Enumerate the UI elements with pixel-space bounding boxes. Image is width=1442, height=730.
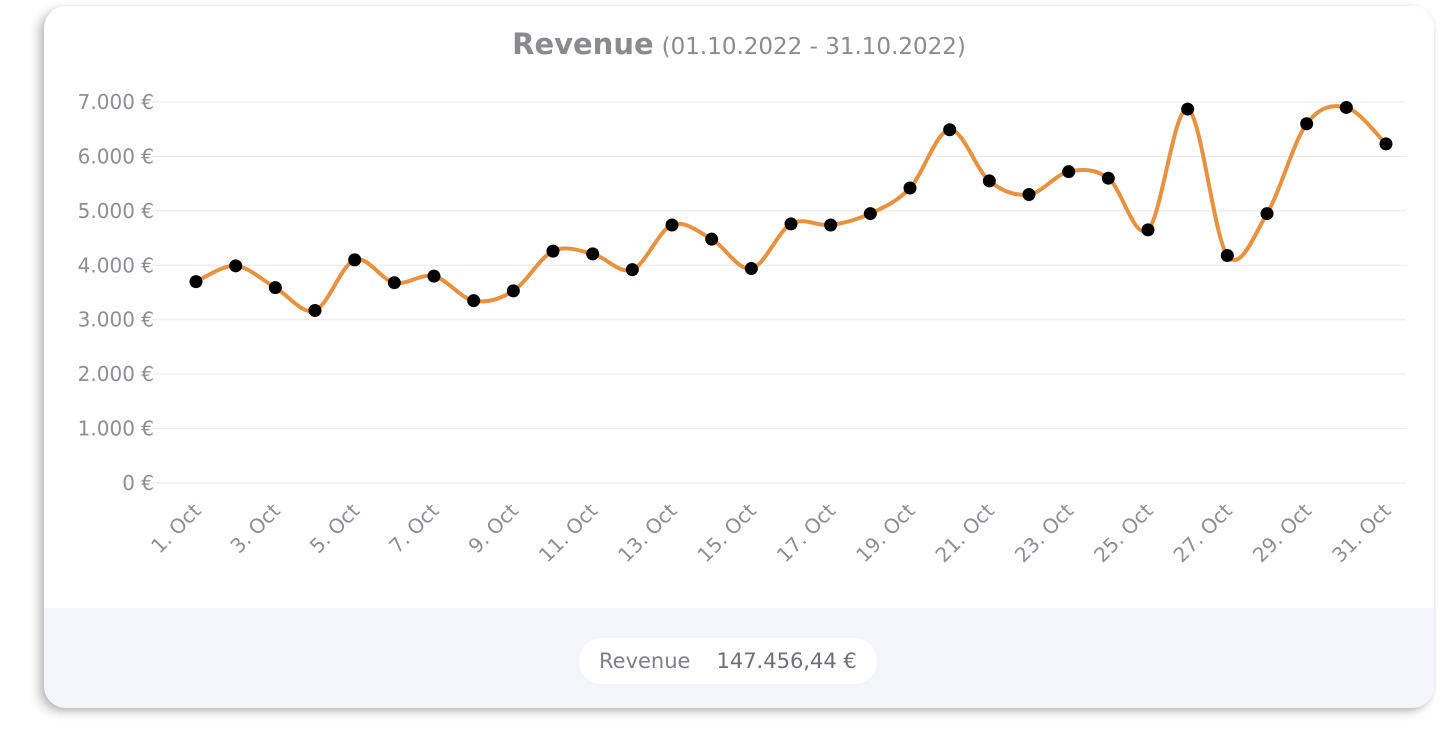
x-tick-label: 27. Oct — [1168, 498, 1237, 567]
data-point — [427, 269, 441, 283]
data-point — [1101, 171, 1115, 185]
data-point — [229, 259, 243, 273]
revenue-series-line — [194, 104, 1388, 314]
data-point — [824, 218, 838, 232]
x-tick-label: 21. Oct — [930, 498, 999, 567]
x-tick-label: 25. Oct — [1089, 498, 1158, 567]
data-point — [387, 276, 401, 290]
data-point — [189, 275, 203, 289]
x-tick-label: 7. Oct — [384, 498, 444, 558]
data-point — [744, 262, 758, 276]
y-tick-label: 3.000 € — [78, 308, 154, 332]
data-point — [1260, 207, 1274, 221]
x-tick-label: 11. Oct — [534, 498, 603, 567]
data-point — [1181, 102, 1195, 116]
data-point — [1300, 117, 1314, 131]
data-point — [586, 247, 600, 261]
data-point — [863, 207, 877, 221]
x-tick-label: 1. Oct — [146, 498, 206, 558]
data-point — [982, 174, 996, 188]
data-point — [665, 218, 679, 232]
data-point — [1141, 223, 1155, 237]
data-point — [308, 303, 322, 317]
x-tick-label: 17. Oct — [772, 498, 841, 567]
chart-title: Revenue (01.10.2022 - 31.10.2022) — [512, 27, 966, 61]
data-point — [1339, 100, 1353, 114]
y-tick-label: 0 € — [122, 471, 154, 495]
chart-title-subtitle: (01.10.2022 - 31.10.2022) — [662, 34, 966, 60]
data-point — [625, 263, 639, 277]
data-point — [943, 123, 957, 137]
y-tick-label: 4.000 € — [78, 253, 154, 277]
data-point — [903, 181, 917, 195]
revenue-total-value: 147.456,44 € — [716, 649, 857, 673]
data-point — [784, 217, 798, 231]
data-point — [1062, 165, 1076, 179]
data-point — [1022, 188, 1036, 202]
x-tick-label: 23. Oct — [1010, 498, 1079, 567]
y-tick-label: 7.000 € — [78, 90, 154, 114]
data-point — [268, 281, 282, 295]
data-point — [506, 284, 520, 298]
data-point — [705, 232, 719, 246]
data-point — [467, 294, 481, 308]
x-tick-label: 15. Oct — [692, 498, 761, 567]
x-tick-label: 31. Oct — [1327, 498, 1396, 567]
data-point — [1220, 248, 1234, 262]
data-point — [348, 253, 362, 267]
x-tick-label: 19. Oct — [851, 498, 920, 567]
x-tick-label: 29. Oct — [1248, 498, 1317, 567]
revenue-card: Revenue (01.10.2022 - 31.10.2022) 0 € 1.000… — [44, 6, 1434, 708]
data-point — [546, 244, 560, 258]
y-tick-label: 6.000 € — [78, 144, 154, 168]
revenue-chart: Revenue (01.10.2022 - 31.10.2022) 0 € 1.000… — [78, 27, 1406, 567]
chart-title-main: Revenue — [512, 27, 654, 61]
data-point — [1379, 137, 1393, 151]
y-tick-label: 1.000 € — [78, 417, 154, 441]
y-tick-label: 2.000 € — [78, 362, 154, 386]
revenue-total-label: Revenue — [599, 649, 691, 673]
x-tick-label: 5. Oct — [305, 498, 365, 558]
x-tick-label: 13. Oct — [613, 498, 682, 567]
chart-footer: Revenue 147.456,44 € — [44, 608, 1434, 708]
x-tick-label: 3. Oct — [225, 498, 285, 558]
y-tick-label: 5.000 € — [78, 199, 154, 223]
x-tick-label: 9. Oct — [463, 498, 523, 558]
revenue-total-pill[interactable]: Revenue 147.456,44 € — [579, 638, 877, 684]
